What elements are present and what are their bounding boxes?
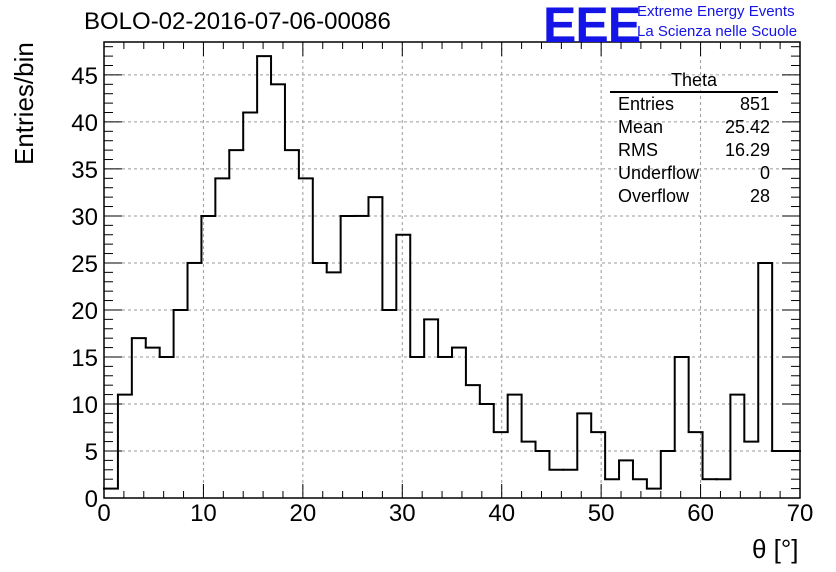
stats-label: Entries (618, 94, 675, 114)
x-tick-label: 50 (588, 500, 615, 527)
x-tick-label: 60 (687, 500, 714, 527)
eee-logo: EEE (543, 0, 641, 53)
axis-ticks (103, 42, 801, 499)
eee-logo-caption: Extreme Energy Events La Scienza nelle S… (637, 2, 797, 42)
stats-row: RMS 16.29 (610, 139, 778, 162)
grid-lines (104, 42, 800, 498)
y-axis-label: Entries/bin (9, 42, 39, 165)
stats-value: 16.29 (724, 140, 770, 160)
stats-value: 25.42 (724, 117, 770, 137)
y-tick-label: 30 (71, 204, 98, 231)
x-tick-label: 40 (488, 500, 515, 527)
stats-value: 851 (739, 94, 770, 114)
chart-title: BOLO-02-2016-07-06-00086 (84, 8, 391, 35)
stats-label: Overflow (618, 186, 690, 206)
y-tick-label: 25 (71, 251, 98, 278)
y-tick-label: 35 (71, 157, 98, 184)
y-tick-label: 15 (71, 345, 98, 372)
x-axis-label: θ [°] (752, 534, 799, 564)
x-tick-label: 20 (290, 500, 317, 527)
x-tick-label: 30 (389, 500, 416, 527)
axes-frame (103, 41, 801, 499)
y-tick-labels: 0 5 10 15 20 25 30 35 40 45 (71, 63, 98, 513)
x-tick-label: 10 (190, 500, 217, 527)
stats-row: Overflow 28 (610, 185, 778, 208)
stats-box: Theta Entries 851 Mean 25.42 RMS 16.29 U… (610, 70, 778, 208)
stats-row: Mean 25.42 (610, 116, 778, 139)
stats-row: Underflow 0 (610, 162, 778, 185)
logo-line-1: Extreme Energy Events (637, 3, 795, 20)
y-tick-label: 45 (71, 63, 98, 90)
x-tick-label: 70 (787, 500, 814, 527)
stats-label: Mean (618, 117, 664, 137)
y-tick-label: 5 (85, 439, 98, 466)
stats-value: 0 (759, 163, 770, 183)
stats-row: Entries 851 (610, 93, 778, 116)
y-tick-label: 20 (71, 298, 98, 325)
y-tick-label: 10 (71, 392, 98, 419)
histogram-bins (103, 55, 801, 490)
stats-label: RMS (618, 140, 658, 160)
y-tick-label: 0 (85, 486, 98, 513)
x-tick-label: 0 (97, 500, 110, 527)
plot-frame (103, 41, 801, 499)
x-tick-labels: 0 10 20 30 40 50 60 70 (97, 500, 813, 527)
stats-title: Theta (610, 70, 778, 93)
stats-label: Underflow (618, 163, 700, 183)
stats-value: 28 (749, 186, 770, 206)
logo-line-2: La Scienza nelle Scuole (637, 23, 798, 40)
y-tick-label: 40 (71, 110, 98, 137)
